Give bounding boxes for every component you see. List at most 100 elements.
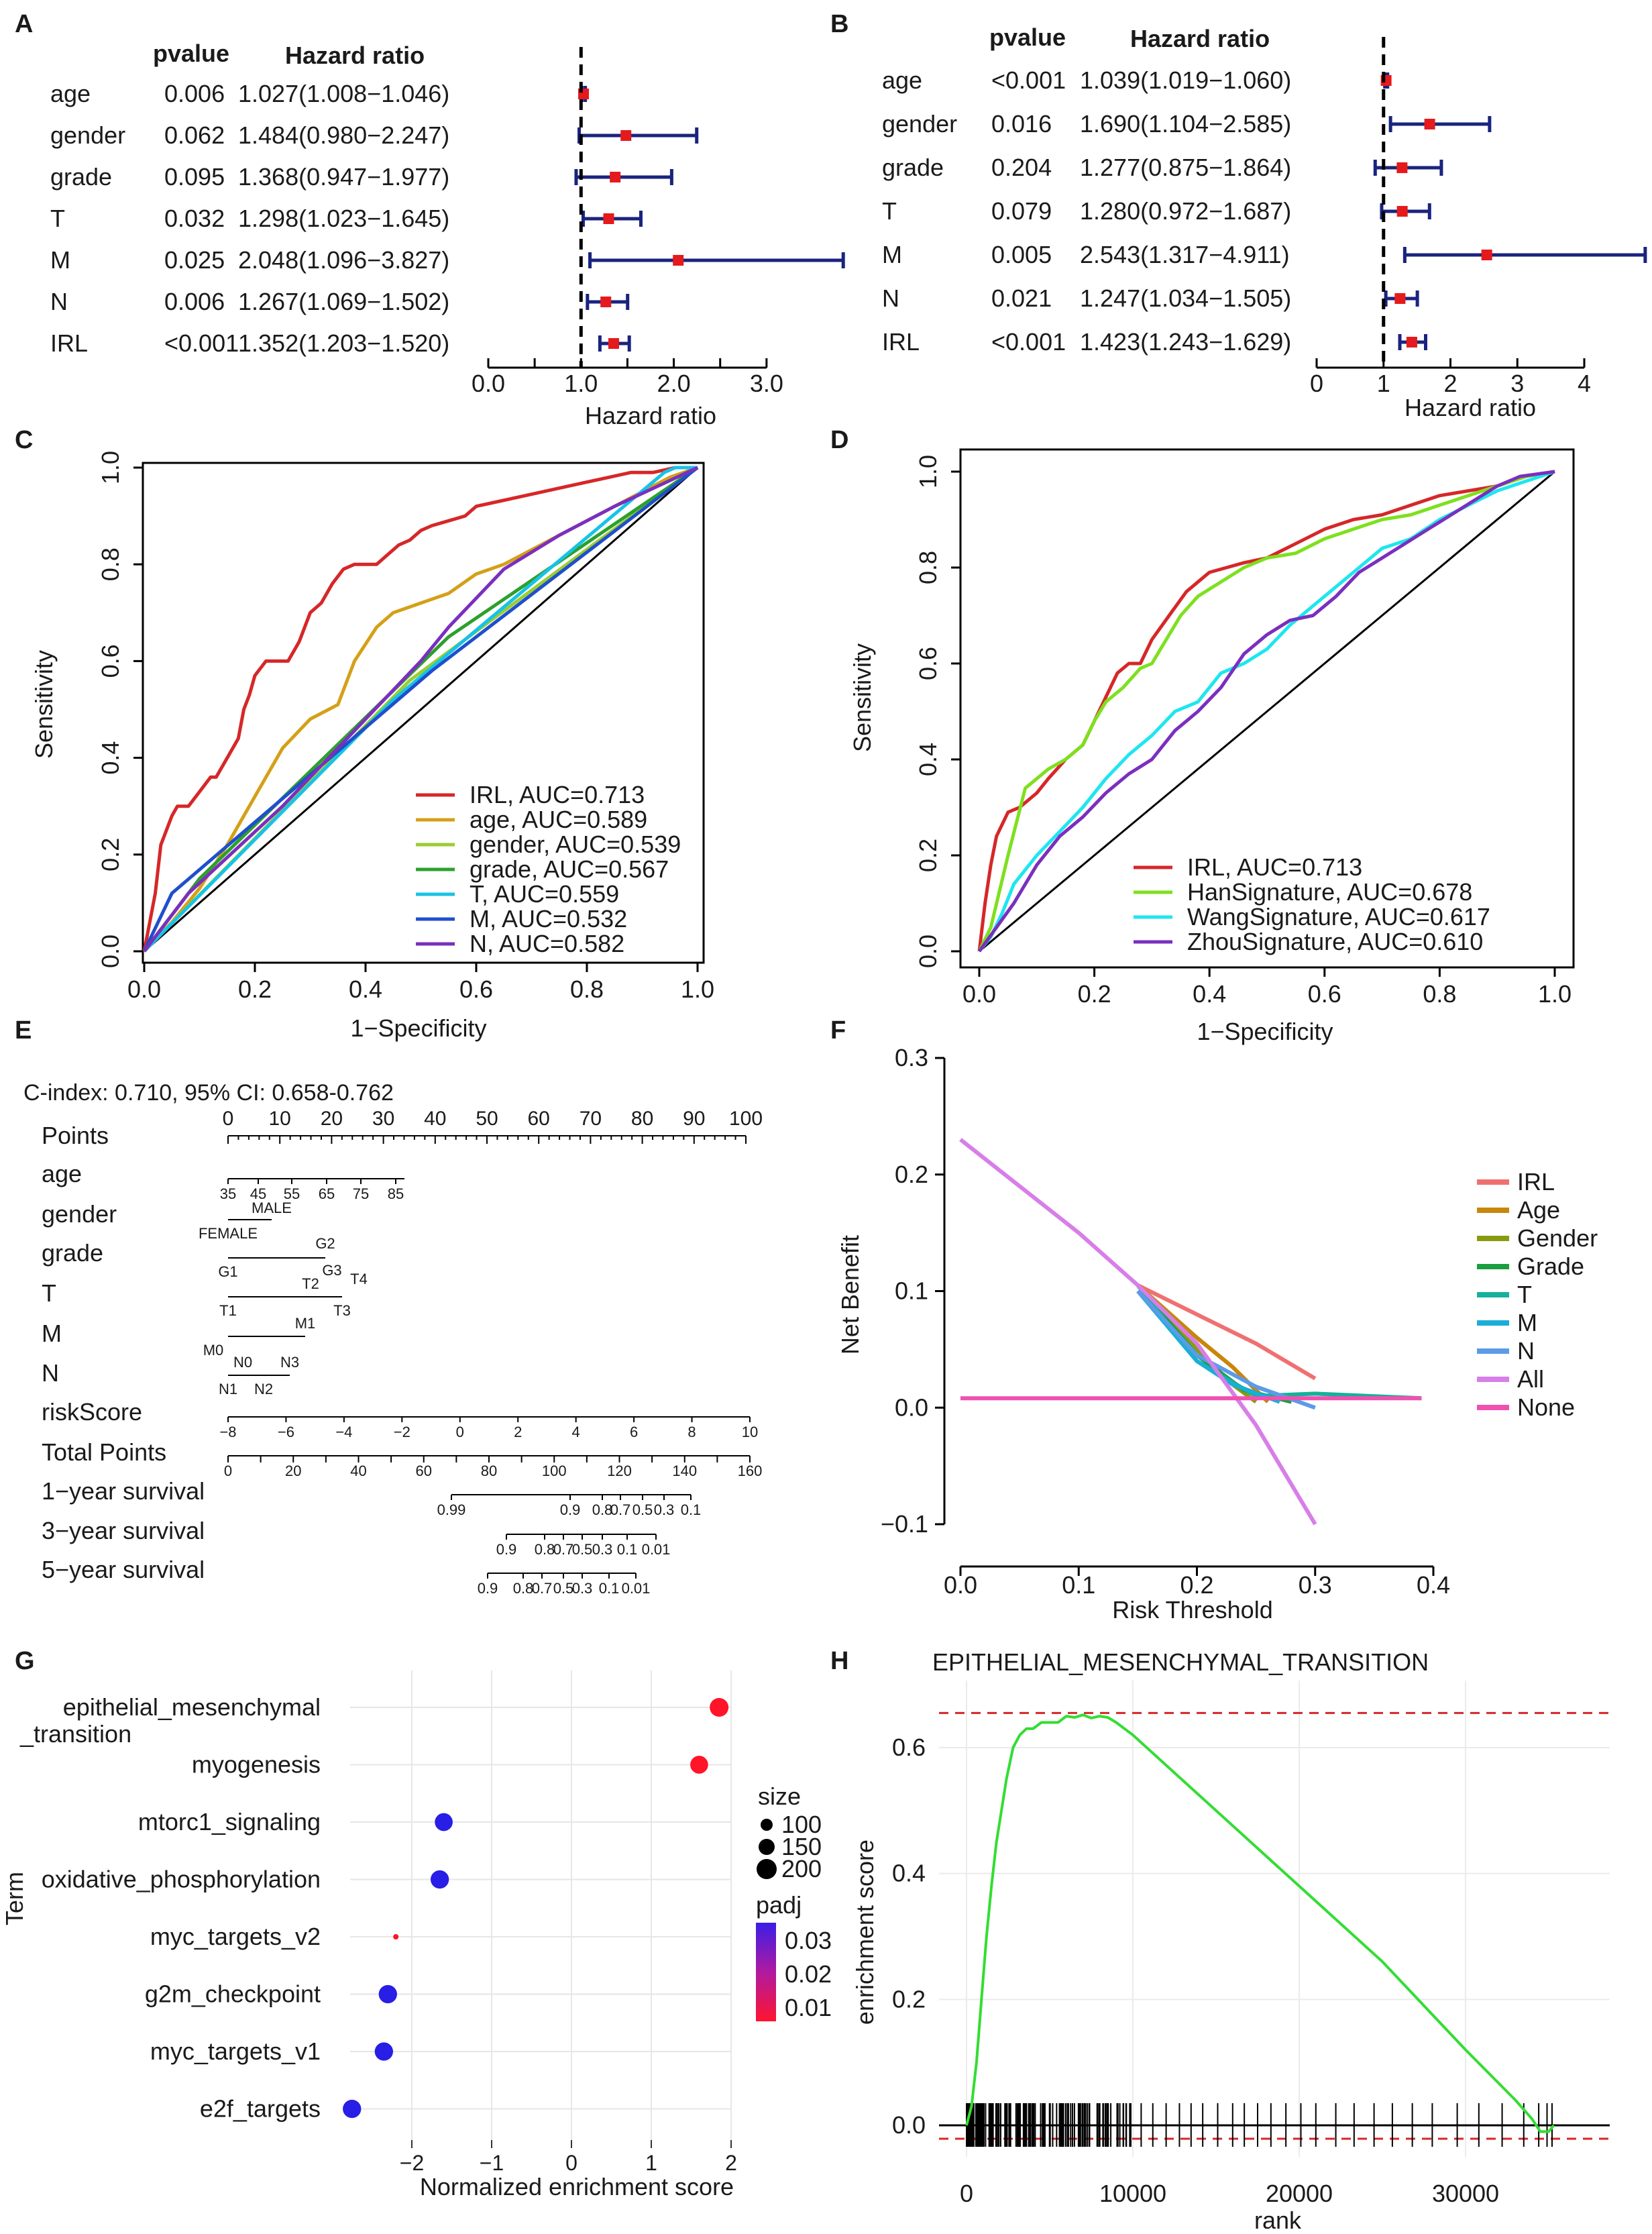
hazard-ratio-point [1396,162,1408,173]
nomogram-tick-label: 0 [224,1462,232,1479]
nomogram-row-label: T [42,1279,56,1307]
points-tick-label: 50 [476,1108,498,1130]
y-tick-label: 0.8 [97,547,124,581]
x-tick-label: 0.8 [1423,980,1456,1008]
nomogram-tick-label: −2 [394,1424,410,1440]
y-tick-label: 0.6 [914,647,942,680]
hazard-ratio-point [1394,293,1406,304]
hazard-ratio-point [603,213,614,224]
term-dot [430,1870,449,1889]
nomogram-tick-label: MALE [252,1200,292,1216]
row-pvalue: 0.006 [164,80,225,107]
y-tick-label: 0.6 [97,644,124,678]
row-hazard-ratio-text: 1.352(1.203−1.520) [238,329,449,357]
panel-h-gsea-plot: EPITHELIAL_MESENCHYMAL_TRANSITION 0.0 0.2… [851,1648,1610,2234]
x-tick-label: 0.8 [570,975,604,1003]
legend-label: T [1517,1281,1532,1308]
nomogram-tick-label: 0.7 [532,1580,553,1597]
plot-area [939,1681,1610,2157]
plot-frame [959,448,1575,969]
term-label: epithelial_mesenchymal [63,1693,321,1721]
row-pvalue: 0.062 [164,121,225,149]
nomogram-tick-label: T3 [333,1302,351,1319]
row-hazard-ratio-text: 1.267(1.069−1.502) [238,288,449,315]
x-tick-label: 1 [645,2151,657,2175]
nomogram-tick-label: 75 [353,1185,369,1202]
x-tick-label: 0.4 [349,975,382,1003]
nomogram-tick-label: 0.9 [478,1580,498,1597]
legend-label: IRL [1517,1168,1555,1195]
y-tick-label: 0.4 [892,1860,926,1887]
panel-labels: A B C D E F G H [15,10,848,1675]
row-hazard-ratio-text: 1.298(1.023−1.645) [238,205,449,232]
row-hazard-ratio-text: 1.277(0.875−1.864) [1080,154,1291,181]
diagonal-reference-line [979,470,1555,953]
x-tick-label: −1 [480,2151,504,2175]
legend-label: N, AUC=0.582 [470,930,624,957]
nomogram-tick-label: 85 [388,1185,404,1202]
legend-label: gender, AUC=0.539 [470,831,681,858]
x-tick-label: 0 [1310,370,1323,397]
panel-f-decision-curve: −0.1 0.0 0.1 0.2 0.3 0.0 0.1 0.2 0.3 0.4 IRLAgeGen… [836,1044,1598,1624]
row-pvalue: 0.079 [991,197,1052,225]
nomogram-tick-label: 0.9 [560,1501,581,1518]
nomogram-tick-label: 0.1 [681,1501,702,1518]
nomogram-tick-label: N2 [254,1381,273,1397]
x-tick-label: 3 [1510,370,1524,397]
size-legend-dot [761,1819,773,1831]
y-tick-label: −0.1 [881,1510,928,1538]
nomogram-tick-label: 8 [687,1424,696,1440]
y-tick-label: 0.2 [895,1161,928,1188]
x-tick-label: 1.0 [681,975,714,1003]
y-tick-label: 0.6 [892,1734,926,1761]
plot-frame [142,462,705,964]
size-legend-label: 200 [781,1855,822,1882]
x-axis-label: Hazard ratio [1405,394,1536,421]
nomogram-row-label: Points [42,1122,109,1149]
x-tick-label: 0.2 [1180,1571,1213,1599]
x-tick-label: 3.0 [750,370,783,397]
x-tick-label: 0.3 [1299,1571,1332,1599]
row-label-age: age [882,66,922,94]
nomogram-tick-label: 80 [481,1462,497,1479]
nomogram-tick-label: −8 [219,1424,236,1440]
y-axis-label: enrichment score [851,1840,879,2025]
nomogram-row-label: age [42,1160,82,1187]
y-tick-label: 0.8 [914,551,942,584]
legend-label: All [1517,1365,1544,1393]
points-tick-label: 30 [372,1108,394,1130]
nomogram-tick-label: N3 [280,1354,299,1371]
y-tick-label: 1.0 [97,451,124,484]
nomogram-row-label: 3−year survival [42,1517,205,1544]
row-label-t: T [882,197,897,225]
x-tick-label: 0.6 [1308,980,1341,1008]
y-tick-label: 0.1 [895,1277,928,1305]
nomogram-tick-label: 120 [607,1462,632,1479]
y-tick-label: 0.0 [914,935,942,968]
nomogram-row-label: Total Points [42,1438,166,1466]
x-tick-label: 4 [1578,370,1591,397]
x-tick-label: 0.1 [1062,1571,1095,1599]
term-label: myogenesis [192,1751,321,1778]
nomogram-tick-label: 20 [285,1462,301,1479]
roc-curve-zhousignature [977,470,1555,953]
panel-d-roc-chart: 0.0 0.0 0.2 0.2 0.4 0.4 0.6 0.6 0.8 0.8 1.0 1.0 IRL,… [848,448,1575,1045]
nomogram-tick-label: 6 [630,1424,638,1440]
hazard-ratio-point [673,255,684,266]
nomogram-tick-label: 4 [572,1424,580,1440]
row-hazard-ratio-text: 2.543(1.317−4.911) [1080,241,1290,268]
nomogram-tick-label: 45 [250,1185,266,1202]
x-tick-label: 1.0 [564,370,598,397]
y-tick-label: 0.2 [892,1985,926,2013]
nomogram-tick-label: 0.5 [572,1541,593,1558]
points-tick-label: 60 [528,1108,550,1130]
legend-label: ZhouSignature, AUC=0.610 [1187,928,1483,955]
x-axis-label: Risk Threshold [1112,1596,1272,1624]
row-label-irl: IRL [882,328,920,356]
x-axis-label: Normalized enrichment score [420,2173,734,2200]
row-label-irl: IRL [50,329,88,357]
panel-label-g: G [15,1647,35,1675]
row-hazard-ratio-text: 1.690(1.104−2.585) [1080,110,1291,138]
plot-area [350,1670,731,2140]
c-index-text: C-index: 0.710, 95% CI: 0.658-0.762 [23,1080,394,1106]
